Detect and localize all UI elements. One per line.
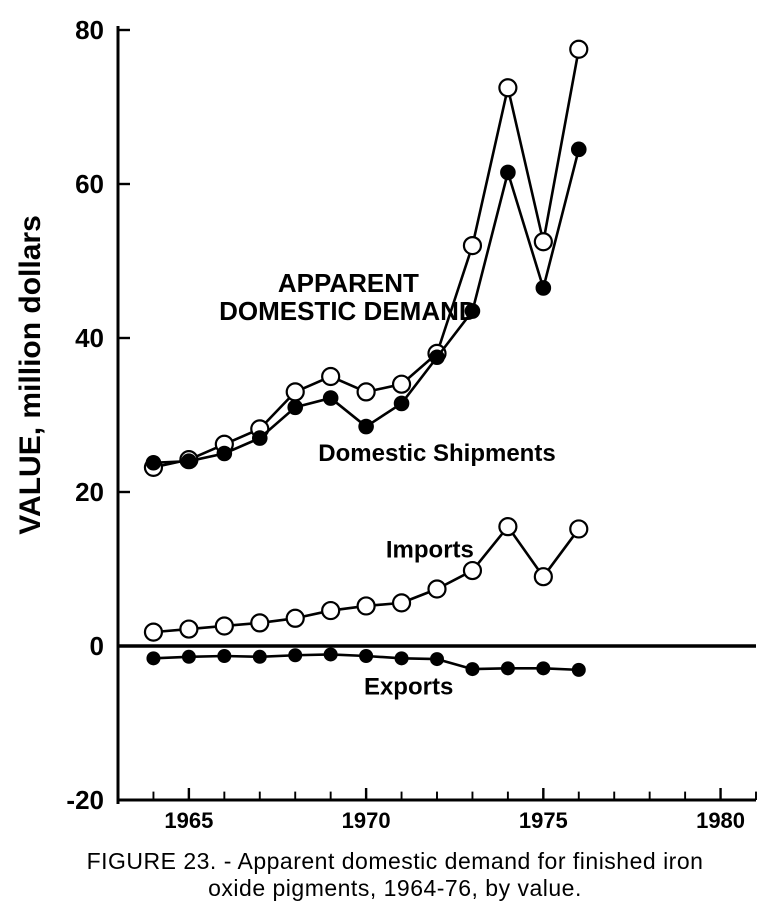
marker-exports bbox=[324, 647, 338, 661]
x-tick-label: 1980 bbox=[696, 808, 745, 833]
y-tick-label: 60 bbox=[75, 169, 104, 199]
marker-domestic_shipments bbox=[500, 165, 516, 181]
marker-domestic_shipments bbox=[394, 396, 410, 412]
marker-exports bbox=[572, 663, 586, 677]
marker-apparent_domestic_demand bbox=[535, 233, 552, 250]
marker-imports bbox=[535, 568, 552, 585]
marker-exports bbox=[182, 650, 196, 664]
marker-domestic_shipments bbox=[287, 400, 303, 416]
x-tick-label: 1965 bbox=[164, 808, 213, 833]
marker-imports bbox=[464, 562, 481, 579]
marker-exports bbox=[146, 651, 160, 665]
y-axis-label: VALUE, million dollars bbox=[14, 215, 47, 534]
marker-exports bbox=[217, 649, 231, 663]
marker-exports bbox=[465, 662, 479, 676]
series-label-imports: Imports bbox=[386, 536, 474, 563]
series-label-apparent_domestic_demand: DOMESTIC DEMAND bbox=[219, 296, 478, 326]
line-chart: -20 0 20 40 60 80 VALUE, million dollars 1965 19… bbox=[0, 0, 776, 919]
figure-container: -20 0 20 40 60 80 VALUE, million dollars 1965 19… bbox=[0, 0, 776, 919]
caption-text: Apparent domestic demand for finished ir… bbox=[208, 848, 703, 901]
marker-apparent_domestic_demand bbox=[287, 383, 304, 400]
marker-imports bbox=[358, 597, 375, 614]
marker-domestic_shipments bbox=[146, 455, 162, 471]
marker-exports bbox=[536, 661, 550, 675]
marker-imports bbox=[251, 614, 268, 631]
marker-domestic_shipments bbox=[323, 390, 339, 406]
marker-domestic_shipments bbox=[429, 349, 445, 365]
marker-apparent_domestic_demand bbox=[464, 237, 481, 254]
marker-domestic_shipments bbox=[536, 280, 552, 296]
series-label-apparent_domestic_demand: APPARENT bbox=[278, 268, 419, 298]
marker-exports bbox=[430, 652, 444, 666]
marker-imports bbox=[429, 581, 446, 598]
marker-domestic_shipments bbox=[571, 142, 587, 158]
marker-imports bbox=[180, 621, 197, 638]
marker-apparent_domestic_demand bbox=[393, 376, 410, 393]
caption-prefix: FIGURE 23. - bbox=[87, 848, 238, 874]
y-tick-label: 0 bbox=[90, 631, 104, 661]
marker-domestic_shipments bbox=[358, 419, 374, 435]
marker-exports bbox=[288, 648, 302, 662]
series-label-exports: Exports bbox=[364, 674, 453, 701]
marker-exports bbox=[359, 649, 373, 663]
marker-domestic_shipments bbox=[465, 303, 481, 319]
marker-apparent_domestic_demand bbox=[499, 79, 516, 96]
marker-imports bbox=[570, 520, 587, 537]
marker-exports bbox=[253, 650, 267, 664]
y-tick-label: 40 bbox=[75, 323, 104, 353]
marker-imports bbox=[322, 602, 339, 619]
marker-domestic_shipments bbox=[181, 453, 197, 469]
marker-apparent_domestic_demand bbox=[570, 41, 587, 58]
marker-apparent_domestic_demand bbox=[358, 383, 375, 400]
series-label-domestic_shipments: Domestic Shipments bbox=[318, 440, 555, 467]
marker-apparent_domestic_demand bbox=[322, 368, 339, 385]
marker-domestic_shipments bbox=[252, 430, 268, 446]
figure-caption: FIGURE 23. - Apparent domestic demand fo… bbox=[55, 848, 735, 902]
y-tick-label: 20 bbox=[75, 477, 104, 507]
x-tick-label: 1975 bbox=[519, 808, 568, 833]
y-tick-label: 80 bbox=[75, 15, 104, 45]
marker-exports bbox=[395, 651, 409, 665]
marker-imports bbox=[393, 594, 410, 611]
y-tick-label: -20 bbox=[66, 785, 104, 815]
marker-imports bbox=[145, 624, 162, 641]
x-tick-label: 1970 bbox=[342, 808, 391, 833]
marker-imports bbox=[287, 610, 304, 627]
marker-domestic_shipments bbox=[217, 446, 233, 462]
marker-imports bbox=[499, 518, 516, 535]
marker-imports bbox=[216, 617, 233, 634]
marker-exports bbox=[501, 661, 515, 675]
